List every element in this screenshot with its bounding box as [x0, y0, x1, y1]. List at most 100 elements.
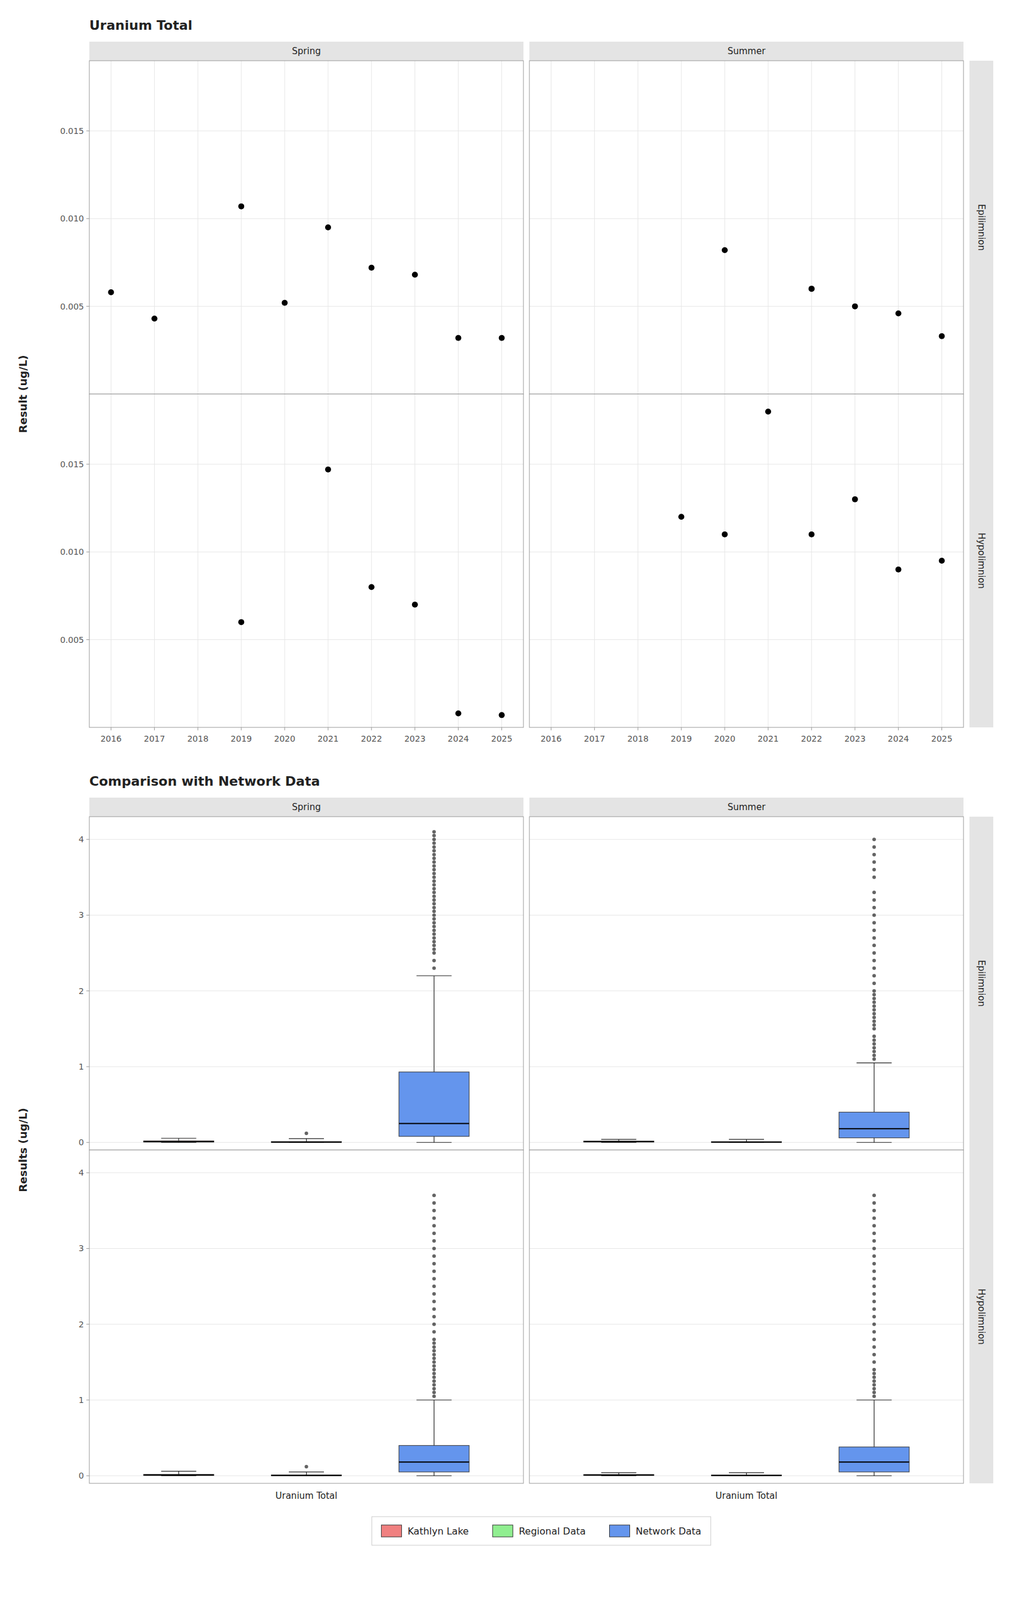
scatter-point — [939, 333, 946, 340]
facet-strip — [969, 1150, 994, 1484]
flier — [432, 936, 436, 941]
x-tick — [327, 727, 329, 731]
flier — [872, 1285, 876, 1289]
y-tick-label: 0.005 — [60, 635, 84, 645]
flier — [432, 928, 436, 933]
flier — [872, 1057, 876, 1062]
flier — [432, 1246, 436, 1251]
flier — [432, 1300, 436, 1305]
flier — [432, 879, 436, 884]
flier — [872, 959, 876, 963]
flier — [432, 830, 436, 834]
flier — [432, 1376, 436, 1380]
flier — [872, 1004, 876, 1009]
flier — [872, 967, 876, 971]
y-tick-label: 2 — [78, 1320, 84, 1330]
flier — [872, 1262, 876, 1267]
x-tick-label: 2018 — [186, 734, 209, 744]
panel: 2016201720182019202020212022202320242025 — [529, 394, 964, 744]
scatter-point — [368, 264, 375, 271]
box — [839, 837, 910, 1143]
flier — [872, 1209, 876, 1214]
grid-line — [637, 394, 639, 728]
grid-line — [110, 60, 112, 395]
y-tick-label: 0.010 — [60, 547, 84, 557]
grid-line — [414, 60, 416, 395]
y-tick-label: 0.010 — [60, 213, 84, 224]
flier — [432, 856, 436, 861]
flier — [872, 921, 876, 925]
flier — [432, 1330, 436, 1334]
y-tick-label: 1 — [78, 1062, 84, 1072]
panel-background — [89, 394, 524, 728]
panel-background — [529, 394, 964, 728]
panel-frame — [89, 394, 524, 728]
box-body — [143, 1141, 214, 1143]
scatter-point — [895, 310, 902, 317]
flier — [432, 1368, 436, 1372]
y-tick — [86, 1324, 90, 1325]
scatter-point — [765, 408, 772, 415]
facet-header — [529, 41, 964, 61]
flier — [432, 1224, 436, 1228]
marks — [143, 830, 470, 1143]
grid-line — [197, 394, 199, 728]
whisker-high — [306, 1139, 307, 1143]
flier — [872, 1193, 876, 1198]
flier — [432, 887, 436, 891]
flier — [432, 959, 436, 963]
y-tick — [86, 990, 90, 992]
flier — [872, 913, 876, 918]
box-body — [839, 1112, 910, 1138]
flier — [872, 1338, 876, 1342]
whisker-high — [178, 1138, 179, 1141]
flier — [432, 1379, 436, 1384]
scatter-point — [455, 710, 462, 717]
flier — [872, 951, 876, 956]
flier — [872, 1008, 876, 1013]
grid-line — [110, 394, 112, 728]
grid-line — [529, 1248, 964, 1250]
median — [583, 1475, 654, 1477]
flier — [432, 845, 436, 850]
flier — [872, 1012, 876, 1016]
y-tick — [86, 130, 90, 132]
grid-line — [529, 1400, 964, 1402]
scatter-point — [939, 557, 946, 564]
grid-line — [529, 990, 964, 992]
scatter-point — [238, 619, 245, 626]
flier — [432, 837, 436, 842]
facet-header — [529, 797, 964, 818]
panel: 01234Uranium Total — [78, 1150, 524, 1502]
whisker-low — [873, 1472, 875, 1477]
box — [398, 1193, 470, 1477]
grid-line — [89, 839, 524, 841]
flier — [432, 913, 436, 918]
flier — [872, 943, 876, 948]
panel-background — [89, 817, 524, 1151]
legend-frame — [371, 1517, 711, 1546]
scatter-point — [808, 285, 815, 292]
flier — [872, 1201, 876, 1206]
y-tick — [86, 839, 90, 841]
panel-background — [529, 60, 964, 395]
facet-header — [89, 41, 524, 61]
flier — [872, 1379, 876, 1384]
legend-swatch — [381, 1525, 402, 1538]
chart-canvas: Uranium TotalResult (ug/L)SpringSummerEp… — [0, 0, 1029, 1600]
box — [143, 1138, 214, 1143]
median — [271, 1142, 342, 1144]
x-tick — [681, 727, 682, 731]
cap-high — [728, 1139, 765, 1141]
flier — [872, 1353, 876, 1358]
flier — [432, 906, 436, 910]
whisker-high — [873, 1063, 875, 1113]
flier — [432, 917, 436, 922]
x-tick — [457, 727, 459, 731]
flier — [432, 1383, 436, 1388]
cap-low — [856, 1142, 892, 1144]
grid-line — [724, 394, 726, 728]
x-tick-label: 2024 — [447, 734, 470, 744]
x-tick-label: 2021 — [317, 734, 339, 744]
flier — [432, 1395, 436, 1399]
